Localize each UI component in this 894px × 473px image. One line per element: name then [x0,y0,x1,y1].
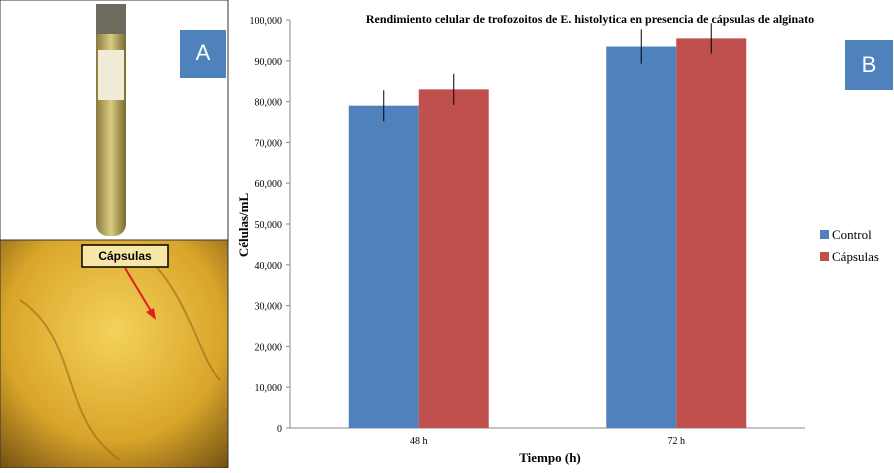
annotation-box [81,244,169,268]
x-tick-label: 48 h [410,436,428,447]
legend-swatch [820,230,829,239]
y-axis-label: Células/mL [236,193,251,258]
x-tick-label: 72 h [668,436,686,447]
y-tick-label: 100,000 [250,16,283,27]
panel-b-box [845,40,893,90]
y-tick-label: 40,000 [255,261,283,272]
x-axis-label: Tiempo (h) [519,450,581,465]
legend-swatch [820,252,829,261]
bar [606,46,677,429]
tube-label [98,50,124,100]
panel-b-label: B [862,52,877,77]
arrow-head [146,308,156,320]
y-tick-label: 50,000 [255,220,283,231]
bar [676,38,747,429]
y-tick-label: 70,000 [255,138,283,149]
y-tick-label: 30,000 [255,302,283,313]
bar [348,105,419,429]
panel-a-box [180,30,226,78]
y-tick-label: 80,000 [255,98,283,109]
tube [96,4,126,236]
y-tick-label: 60,000 [255,179,283,190]
annotation: Cápsulas [98,249,152,263]
panel-a-label: A [196,40,211,65]
chart-title: Rendimiento celular de trofozoitos de E.… [365,12,815,26]
annotation-arrow [124,267,155,317]
y-tick-label: 0 [277,424,282,435]
y-tick-label: 10,000 [255,383,283,394]
tube-cap [96,4,126,34]
legend-label: Cápsulas [832,249,879,264]
bar [418,89,489,429]
legend-label: Control [832,227,872,242]
y-tick-label: 20,000 [255,342,283,353]
y-tick-label: 90,000 [255,57,283,68]
photo-texture [19,259,221,461]
micro-photo [0,239,229,469]
